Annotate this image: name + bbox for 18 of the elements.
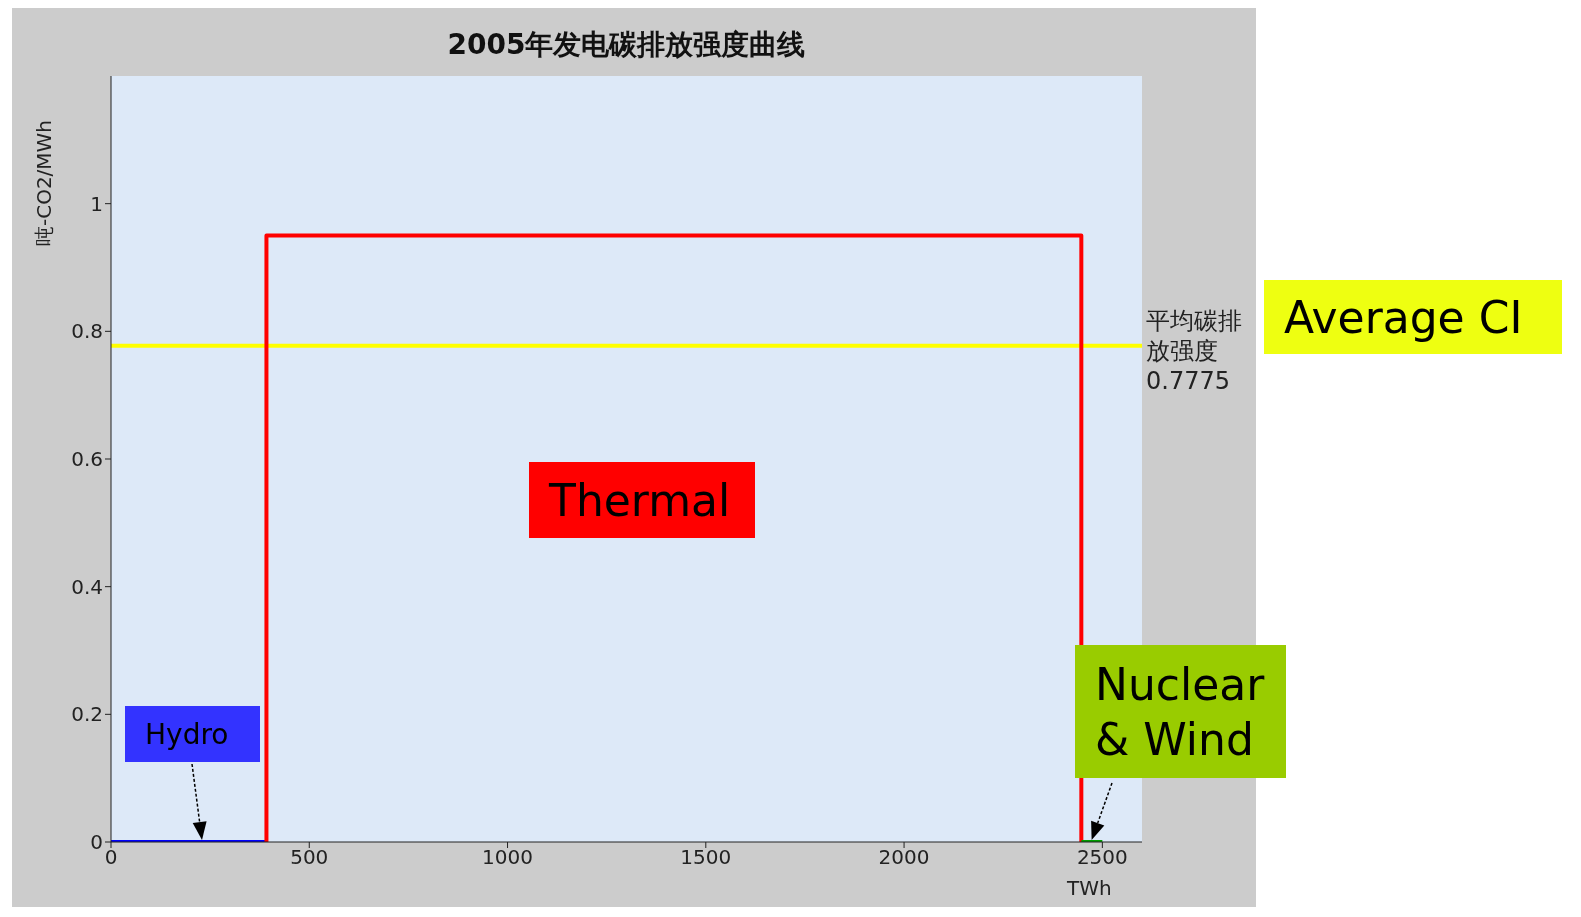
y-tick-label: 0.8	[71, 319, 103, 344]
x-axis-title: TWh	[1067, 876, 1112, 900]
ref-line-label: 平均碳排放强度 0.7775	[1146, 305, 1243, 396]
x-tick-label: 2000	[878, 845, 930, 870]
y-tick-label: 0.6	[71, 447, 103, 472]
text: Average CI	[1264, 280, 1562, 354]
annotation: Hydro	[125, 706, 260, 762]
x-tick-label: 500	[290, 845, 329, 870]
y-tick-label: 0.2	[71, 702, 103, 727]
annotation: Nuclear & Wind	[1075, 645, 1286, 778]
x-tick-label: 1000	[482, 845, 533, 870]
y-tick-label: 0.4	[71, 574, 103, 599]
x-tick-label: 1500	[680, 845, 732, 870]
x-tick-label: 2500	[1076, 845, 1128, 870]
y-tick-label: 1	[90, 191, 103, 216]
chart-title: 2005年发电碳排放强度曲线	[446, 27, 807, 63]
y-axis-title: 吨-CO2/MWh	[30, 119, 57, 247]
annotation: Thermal	[529, 462, 755, 538]
